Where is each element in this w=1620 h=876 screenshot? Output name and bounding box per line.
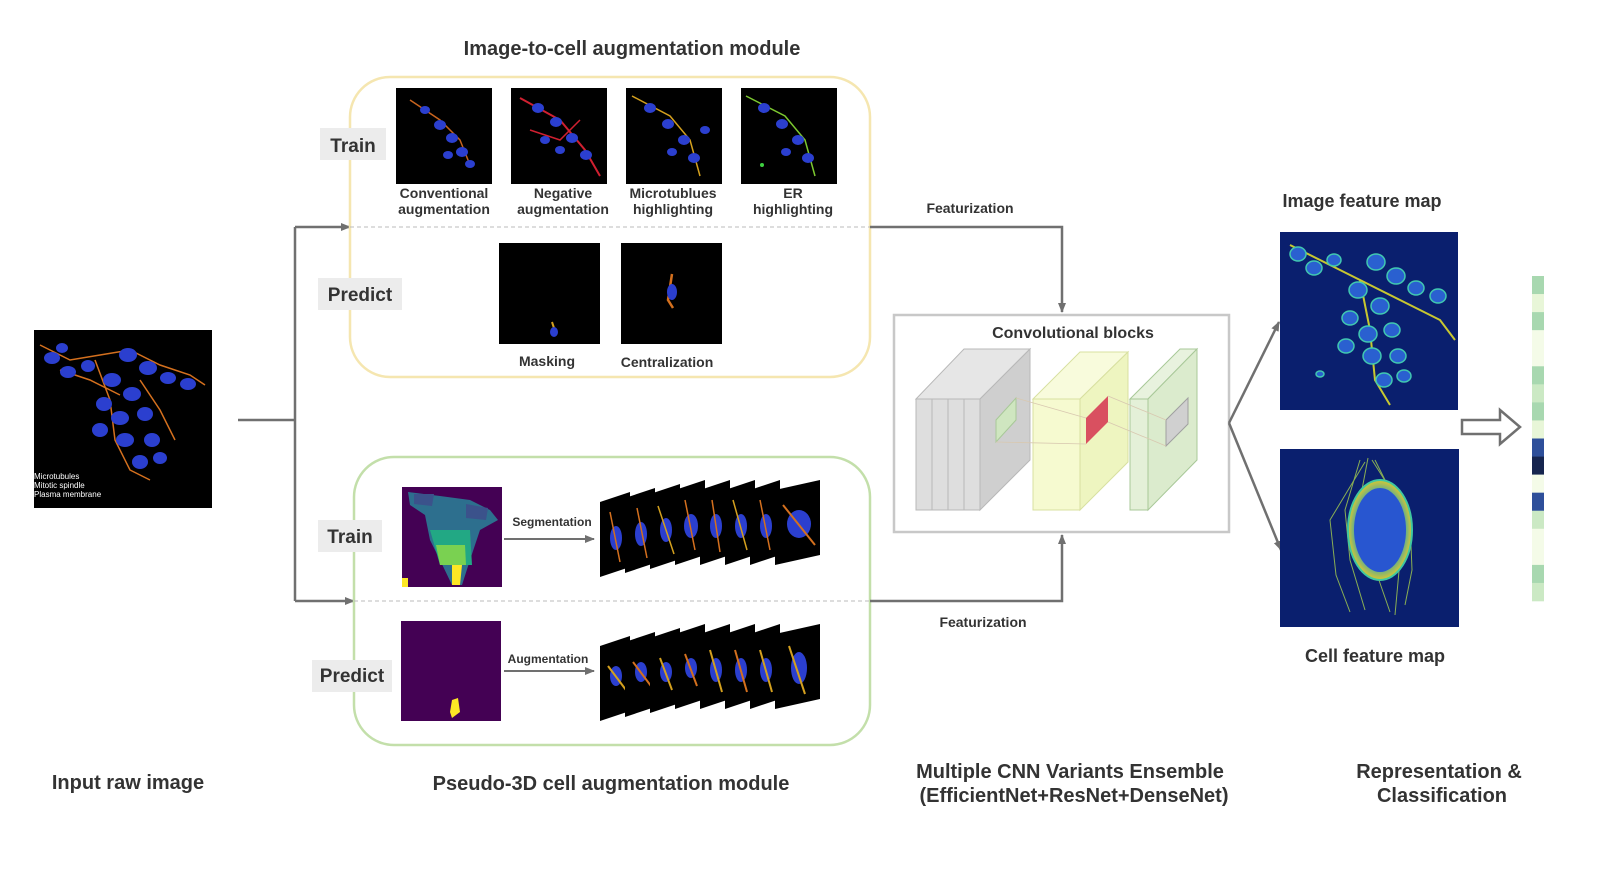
cell-module-title: Pseudo-3D cell augmentation module	[433, 773, 790, 795]
cnn-output-arrows	[1227, 321, 1283, 551]
feature-vector-cell	[1532, 492, 1544, 512]
cnn-caption-line1: Multiple CNN Variants Ensemble	[916, 761, 1224, 783]
nuclei	[44, 343, 196, 469]
thumb-microtubules	[626, 88, 722, 184]
feature-vector-cell	[1532, 420, 1544, 439]
legend-line-1: Microtubules	[34, 472, 79, 481]
input-title: Input raw image	[52, 772, 204, 794]
train-item-2-line1: Negative	[534, 185, 593, 201]
train-stack	[600, 480, 820, 577]
conv-block-green	[1128, 347, 1199, 512]
predict-item-masking: Masking	[519, 353, 575, 369]
hollow-arrow-icon	[1460, 407, 1522, 447]
thumb-conventional	[396, 88, 492, 184]
feature-vector	[1532, 276, 1544, 602]
featurization-connectors	[870, 225, 1066, 603]
cell-predict-label: Predict	[320, 666, 385, 687]
train-item-4-line1: ER	[783, 185, 802, 201]
train-item-4-line2: highlighting	[753, 201, 833, 217]
image-module-title: Image-to-cell augmentation module	[464, 38, 801, 60]
conv-block-yellow	[1031, 350, 1130, 512]
train-label-bg	[320, 128, 386, 160]
feature-vector-cell	[1532, 366, 1544, 385]
train-item-3-line2: highlighting	[633, 201, 713, 217]
segmentation-mask	[402, 487, 502, 587]
train-item-1-line2: augmentation	[398, 201, 490, 217]
feature-vector-cell	[1532, 528, 1544, 548]
image-feature-map-title: Image feature map	[1282, 191, 1441, 211]
legend-line-3: Plasma membrane	[34, 490, 102, 499]
feature-vector-cell	[1532, 348, 1544, 367]
feature-vector-cell	[1532, 294, 1544, 313]
feature-vector-cell	[1532, 510, 1544, 530]
cnn-box: Convolutional blocks	[892, 313, 1231, 534]
thumb-er	[741, 88, 837, 184]
thumb-masking	[499, 243, 600, 344]
train-item-2-line2: augmentation	[517, 201, 609, 217]
cell-predict-label-bg	[312, 660, 392, 692]
cell-feature-map	[1280, 449, 1459, 627]
conv-block-gray	[914, 347, 1032, 512]
cnn-caption-line2: (EfficientNet+ResNet+DenseNet)	[920, 785, 1229, 807]
feature-vector-cell	[1532, 582, 1544, 602]
predict-label-bg	[318, 278, 402, 310]
feature-vector-cell	[1532, 456, 1544, 475]
predict-mask	[401, 621, 501, 721]
train-item-3-line1: Microtublues	[629, 185, 716, 201]
cell-feature-map-title: Cell feature map	[1305, 646, 1445, 666]
feature-vector-cell	[1532, 312, 1544, 331]
featurization-top-label: Featurization	[926, 200, 1013, 216]
input-raw-image: Microtubules Mitotic spindle Plasma memb…	[34, 330, 212, 508]
conv-projection-lines	[995, 395, 1167, 447]
feature-vector-cell	[1532, 330, 1544, 349]
output-caption-line1: Representation &	[1356, 761, 1522, 783]
feature-vector-cell	[1532, 546, 1544, 566]
image-train-label: Train	[330, 136, 375, 157]
augmentation-label: Augmentation	[508, 652, 589, 666]
feature-vector-cell	[1532, 474, 1544, 493]
feature-vector-cell	[1532, 276, 1544, 295]
train-item-1-line1: Conventional	[400, 185, 489, 201]
image-feature-map	[1280, 232, 1458, 410]
image-predict-label: Predict	[328, 285, 393, 306]
output-caption-line2: Classification	[1377, 785, 1507, 807]
legend-line-2: Mitotic spindle	[34, 481, 85, 490]
segmentation-label: Segmentation	[512, 515, 591, 529]
input-connectors	[238, 223, 355, 605]
featurization-bottom-label: Featurization	[939, 614, 1026, 630]
predict-stack	[600, 624, 820, 721]
predict-item-centralization: Centralization	[621, 354, 714, 370]
thumb-centralization	[621, 243, 722, 344]
thumb-negative	[511, 88, 607, 184]
cnn-box-title: Convolutional blocks	[992, 325, 1154, 342]
feature-vector-cell	[1532, 402, 1544, 421]
feature-vector-cell	[1532, 564, 1544, 584]
feature-vector-cell	[1532, 438, 1544, 457]
cell-train-label: Train	[327, 527, 372, 548]
cell-train-label-bg	[318, 520, 382, 552]
feature-vector-cell	[1532, 384, 1544, 403]
